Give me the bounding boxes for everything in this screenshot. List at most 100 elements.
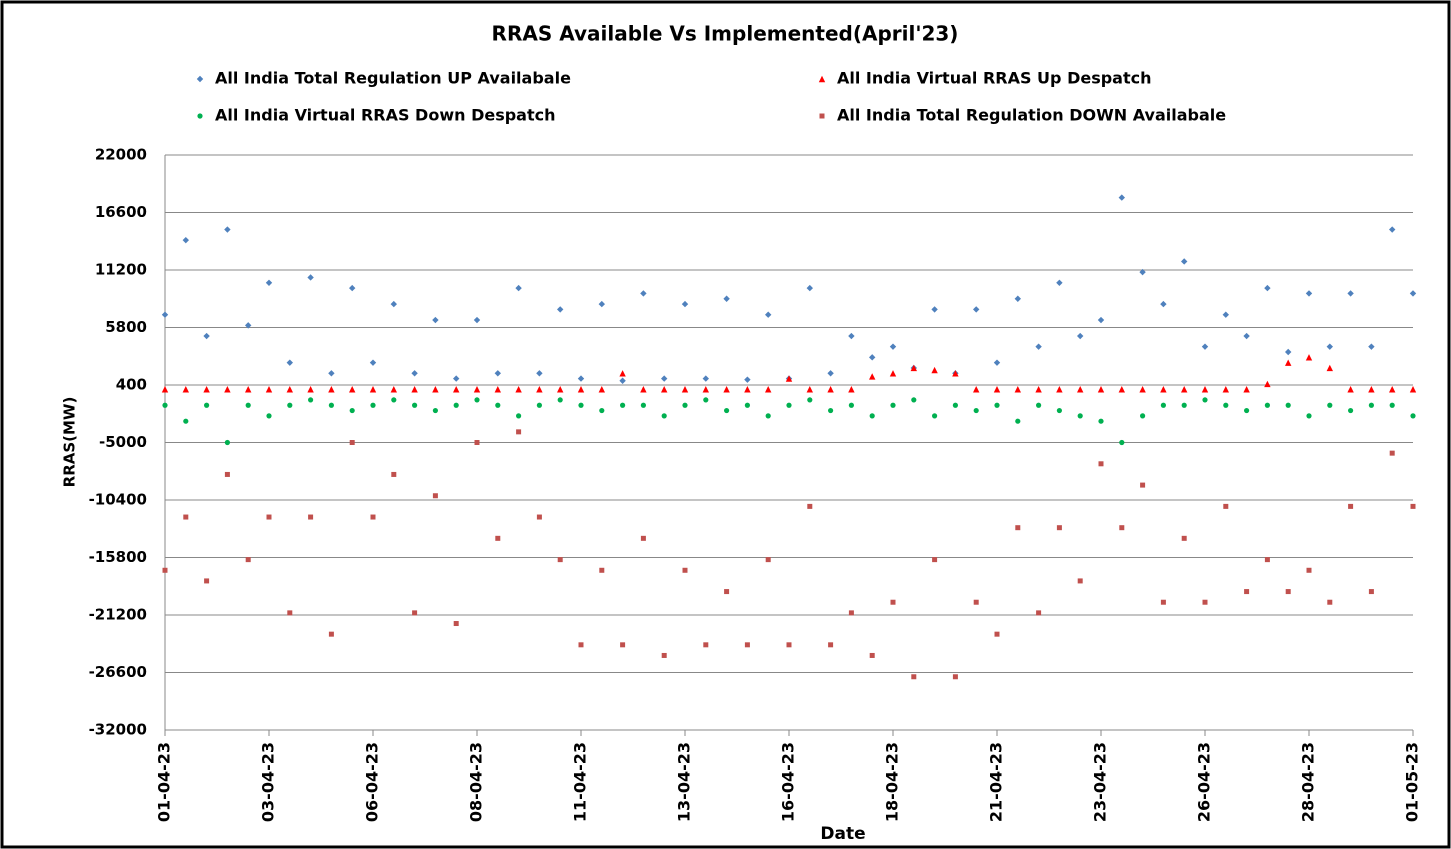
point [224, 386, 231, 393]
point [682, 402, 688, 408]
point [432, 493, 438, 499]
point [453, 402, 459, 408]
point [432, 407, 438, 414]
point [911, 397, 917, 403]
point [973, 306, 980, 313]
point [1077, 578, 1083, 584]
point [328, 402, 334, 408]
point [349, 440, 355, 445]
point [1264, 284, 1271, 292]
y-tick-label: -32000 [89, 721, 147, 739]
point [869, 373, 876, 380]
point [765, 413, 771, 419]
point [307, 274, 314, 281]
point [204, 578, 210, 584]
point [494, 370, 501, 377]
point [1014, 295, 1021, 302]
point [495, 402, 501, 408]
legend-marker [818, 75, 826, 83]
point [1056, 525, 1062, 531]
point [889, 370, 897, 377]
point [391, 471, 397, 477]
point [1409, 290, 1417, 297]
point [848, 332, 855, 340]
point [1118, 194, 1125, 201]
point [1389, 386, 1396, 393]
point [412, 610, 418, 616]
point [1285, 589, 1291, 595]
point [1264, 402, 1270, 408]
point [1368, 386, 1375, 393]
point [1264, 557, 1270, 563]
y-tick-label: 11200 [95, 261, 147, 279]
point [224, 471, 230, 477]
point [370, 514, 376, 520]
point [973, 386, 980, 393]
point [265, 386, 273, 393]
point [661, 652, 667, 658]
point [640, 290, 647, 297]
point [328, 370, 335, 377]
point [411, 386, 418, 393]
point [682, 567, 688, 573]
point [516, 429, 522, 435]
point [765, 386, 772, 393]
point [245, 386, 252, 393]
point [1410, 413, 1416, 419]
point [1368, 402, 1374, 408]
point [182, 386, 189, 393]
point [723, 295, 730, 302]
point [1222, 386, 1229, 393]
point [1139, 386, 1146, 393]
point [1410, 503, 1416, 509]
point [1285, 359, 1292, 366]
point [993, 386, 1001, 393]
point [619, 370, 626, 377]
point [931, 366, 938, 374]
point [204, 402, 210, 408]
point [328, 386, 335, 393]
point [598, 386, 605, 393]
point [1222, 311, 1229, 318]
point [1035, 343, 1042, 350]
point [661, 375, 668, 382]
point [765, 311, 772, 318]
point [1326, 364, 1333, 372]
point [224, 226, 231, 233]
y-tick-label: 5800 [105, 318, 147, 336]
point [994, 402, 1000, 408]
y-tick-label: 16600 [95, 203, 147, 221]
point [786, 402, 792, 408]
point [1347, 386, 1354, 393]
point [1202, 599, 1208, 605]
point [703, 642, 709, 648]
point [183, 418, 189, 424]
point [287, 610, 293, 616]
point [1223, 402, 1229, 408]
point [869, 354, 876, 361]
point [1015, 525, 1021, 531]
point [1077, 413, 1083, 419]
point [1036, 610, 1042, 616]
point [265, 279, 273, 286]
point [266, 413, 272, 419]
y-axis-label: RRAS(MW) [61, 397, 79, 488]
point [224, 439, 230, 446]
point [1118, 386, 1125, 393]
point [1036, 402, 1042, 408]
y-tick-label: -26600 [89, 663, 147, 681]
point [724, 589, 730, 595]
point [1181, 402, 1187, 408]
point [1181, 535, 1187, 541]
point [994, 631, 1000, 637]
point [183, 514, 189, 520]
point [993, 359, 1001, 366]
point [620, 402, 626, 408]
point [473, 386, 481, 393]
point [932, 413, 938, 419]
point [661, 386, 668, 393]
legend-marker [196, 75, 204, 83]
point [890, 599, 896, 605]
legend-label: All India Total Regulation DOWN Availaba… [837, 106, 1226, 125]
